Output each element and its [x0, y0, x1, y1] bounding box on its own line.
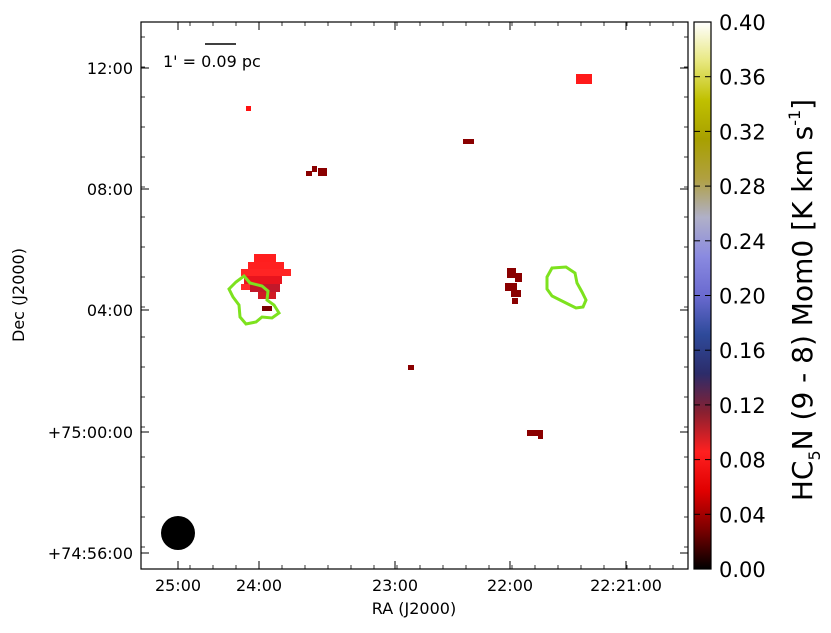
x-axis-ticks: 25:00 24:00 23:00 22:00 22:21:00: [155, 22, 674, 595]
x-tick-label: 25:00: [155, 576, 201, 595]
colorbar: 0.00 0.04 0.08 0.12 0.16 0.20 0.24 0.28 0.32 0.36…: [693, 11, 824, 582]
colorbar-tick-label: 0.24: [719, 230, 766, 254]
emission-pixel: [515, 273, 522, 282]
emission-pixel: [241, 284, 250, 290]
colorbar-gradient: [694, 22, 711, 569]
emission-pixel: [318, 168, 327, 176]
colorbar-title-sub: 5: [805, 450, 824, 460]
map-panel: 1' = 0.09 pc 25:00 24:00 23:00 22:00 22:21:0…: [9, 21, 689, 618]
x-tick-label: 23:00: [372, 576, 418, 595]
emission-pixel: [505, 283, 517, 291]
emission-pixel: [463, 139, 474, 144]
emission-pixel: [244, 276, 282, 284]
colorbar-tick-label: 0.32: [719, 120, 766, 144]
colorbar-title-end: ]: [786, 99, 819, 110]
beam-circle: [161, 516, 195, 550]
colorbar-title-mid: N (9 - 8) Mom0 [K km s: [786, 126, 819, 451]
emission-pixel: [538, 434, 543, 439]
emission-pixel: [511, 290, 521, 297]
emission-pixel: [248, 262, 284, 269]
y-tick-label: 04:00: [87, 301, 133, 320]
y-axis-label: Dec (J2000): [9, 248, 28, 342]
colorbar-tick-label: 0.00: [719, 558, 766, 582]
x-tick-label: 22:00: [487, 576, 533, 595]
emission-pixel: [512, 298, 518, 304]
emission-pixel: [254, 254, 276, 262]
y-tick-label: 08:00: [87, 180, 133, 199]
x-tick-label: 24:00: [236, 576, 282, 595]
x-axis-label: RA (J2000): [372, 599, 456, 618]
emission-pixel: [241, 269, 291, 276]
emission-pixel: [527, 430, 543, 436]
emission-pixel: [576, 74, 592, 84]
colorbar-tick-label: 0.40: [719, 11, 766, 35]
y-tick-label: +74:56:00: [48, 544, 133, 563]
colorbar-title-sup: -1: [785, 110, 804, 126]
emission-pixel: [507, 268, 516, 278]
emission-pixel: [312, 166, 317, 172]
colorbar-ticks: 0.00 0.04 0.08 0.12 0.16 0.20 0.24 0.28 0.32 0.36…: [694, 11, 766, 582]
emission-pixel: [262, 306, 272, 311]
map-frame: [140, 21, 689, 570]
scale-bar-label: 1' = 0.09 pc: [163, 52, 261, 71]
colorbar-tick-label: 0.16: [719, 339, 766, 363]
y-tick-label: 12:00: [87, 59, 133, 78]
contour-right: [545, 265, 588, 310]
colorbar-title: HC5N (9 - 8) Mom0 [K km s-1]: [785, 99, 824, 501]
colorbar-tick-label: 0.04: [719, 503, 766, 527]
colorbar-tick-label: 0.28: [719, 175, 766, 199]
colorbar-tick-label: 0.12: [719, 394, 766, 418]
emission-pixel: [246, 106, 251, 111]
colorbar-tick-label: 0.36: [719, 66, 766, 90]
contour-left: [227, 273, 282, 326]
emission-pixel: [408, 365, 414, 370]
y-tick-label: +75:00:00: [48, 423, 133, 442]
colorbar-title-prefix: HC: [786, 461, 819, 502]
y-axis-ticks: +74:56:00 +75:00:00 04:00 08:00 12:00: [48, 36, 688, 563]
colorbar-tick-label: 0.20: [719, 285, 766, 309]
emission-pixel: [306, 171, 312, 176]
x-tick-label: 22:21:00: [590, 576, 662, 595]
colorbar-tick-label: 0.08: [719, 449, 766, 473]
